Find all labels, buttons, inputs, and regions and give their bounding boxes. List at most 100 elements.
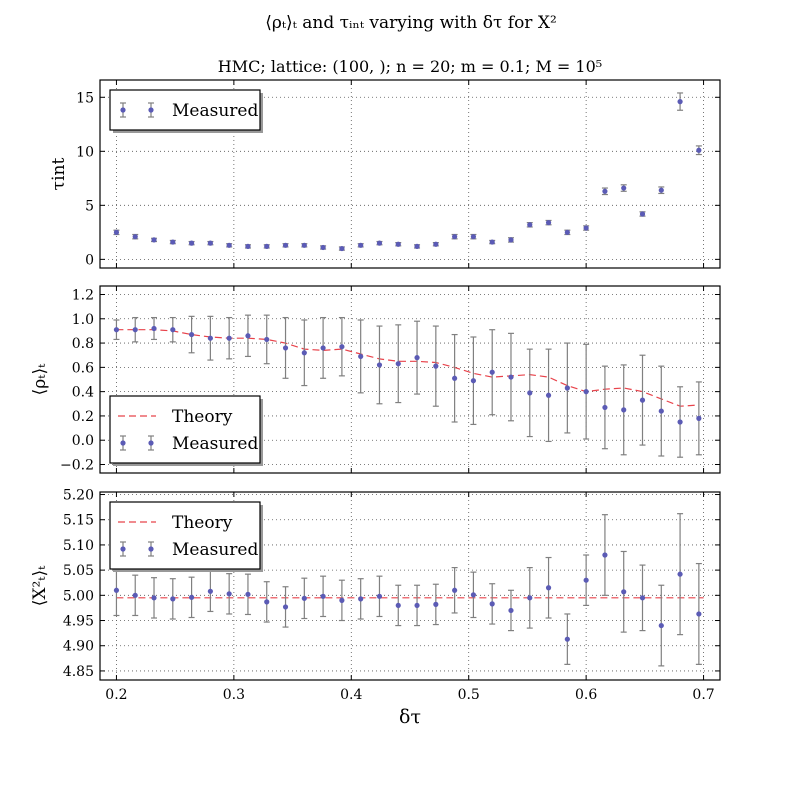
y-tick-label: 5 xyxy=(85,198,94,214)
data-point xyxy=(188,594,195,600)
legend-label: Measured xyxy=(172,101,258,121)
x-tick-label: 0.2 xyxy=(105,687,127,703)
y-axis-label: ⟨ρₜ⟩ₜ xyxy=(30,363,50,395)
data-point xyxy=(226,242,232,248)
data-point xyxy=(132,327,138,333)
y-tick-label: 4.95 xyxy=(63,614,94,630)
x-tick-label: 0.5 xyxy=(458,687,480,703)
data-point xyxy=(113,327,120,333)
data-point xyxy=(245,243,251,249)
data-point xyxy=(282,604,289,610)
data-point xyxy=(245,333,251,339)
data-point xyxy=(489,239,495,245)
y-tick-label: 15 xyxy=(76,90,94,106)
data-point xyxy=(170,327,176,333)
data-point xyxy=(602,552,608,558)
data-point xyxy=(151,325,157,332)
data-point xyxy=(339,245,345,252)
legend-measured-swatch-left-dot xyxy=(120,546,126,552)
data-point xyxy=(282,242,289,248)
data-point xyxy=(132,592,138,598)
legend-label: Theory xyxy=(172,407,233,427)
data-point xyxy=(489,369,495,375)
data-point xyxy=(452,234,458,240)
data-point xyxy=(320,593,326,599)
panel-tau_int: 0 5 10 15 τint Measured xyxy=(49,79,721,269)
data-point xyxy=(583,577,589,583)
data-point xyxy=(170,596,176,602)
data-point xyxy=(433,601,439,607)
y-tick-label: 0 xyxy=(85,252,94,268)
data-point xyxy=(583,225,589,231)
x-tick-label: 0.3 xyxy=(223,687,245,703)
data-point xyxy=(301,242,307,248)
y-tick-label: 1.2 xyxy=(72,288,94,304)
data-point xyxy=(320,345,326,351)
data-point xyxy=(414,355,420,361)
data-point xyxy=(696,147,702,153)
x-tick-label: 0.4 xyxy=(340,687,362,703)
data-point xyxy=(339,597,345,603)
data-point xyxy=(358,353,364,360)
data-point xyxy=(508,374,514,380)
legend: Theory Measured xyxy=(109,395,263,466)
data-point xyxy=(301,350,307,356)
data-point xyxy=(489,601,495,607)
x-tick-label: 0.6 xyxy=(575,687,597,703)
data-point xyxy=(508,607,514,614)
data-point xyxy=(545,585,552,591)
legend: Measured xyxy=(109,89,263,133)
data-point xyxy=(639,397,646,403)
data-point xyxy=(113,587,120,593)
data-point xyxy=(621,589,627,595)
data-point xyxy=(414,602,420,609)
y-tick-label: 5.00 xyxy=(63,588,94,604)
y-axis-label: ⟨X²ₜ⟩ₜ xyxy=(30,565,50,606)
figure-subtitle: HMC; lattice: (100, ); n = 20; m = 0.1; … xyxy=(218,57,602,76)
data-point xyxy=(527,222,533,228)
data-point xyxy=(207,588,213,594)
data-point xyxy=(376,593,383,599)
panel-rho_t: −0.2 0.0 0.2 0.4 0.6 0.8 1.0 1.2 ⟨ρₜ⟩ₜ Theory Meas… xyxy=(30,285,721,474)
axes-frame xyxy=(99,285,721,474)
data-point xyxy=(658,408,664,414)
data-point xyxy=(677,99,683,105)
data-point xyxy=(470,378,477,384)
y-tick-label: 4.90 xyxy=(63,639,94,655)
y-tick-label: 4.85 xyxy=(63,664,94,680)
y-axis-label: τint xyxy=(49,158,69,191)
y-tick-label: 0.6 xyxy=(72,360,94,376)
data-point xyxy=(433,241,439,247)
y-tick-label: 5.10 xyxy=(63,538,94,554)
data-point xyxy=(527,390,533,396)
data-point xyxy=(564,636,570,642)
legend-measured-swatch-left-dot xyxy=(120,440,126,446)
data-point xyxy=(583,389,589,395)
data-point xyxy=(677,419,683,425)
data-point xyxy=(452,587,458,593)
data-point xyxy=(414,243,420,249)
x-tick-label: 0.7 xyxy=(692,687,714,703)
data-point xyxy=(264,599,270,605)
data-point xyxy=(207,335,213,341)
axes-frame xyxy=(99,491,721,681)
data-point xyxy=(170,239,176,245)
y-tick-label: 5.20 xyxy=(63,488,94,504)
legend-label: Measured xyxy=(172,434,258,454)
y-tick-label: 0.0 xyxy=(72,433,94,449)
data-point xyxy=(301,595,307,601)
legend-label: Measured xyxy=(172,540,258,560)
figure-title: ⟨ρₜ⟩ₜ and τᵢₙₜ varying with δτ for X² xyxy=(265,13,557,33)
data-point xyxy=(696,415,702,421)
y-tick-label: 0.4 xyxy=(72,385,94,401)
panel-x2: 0.2 0.3 0.4 0.5 0.6 0.7 4.85 4.90 4.95 5.00 5.05 5.… xyxy=(30,488,721,703)
data-point xyxy=(545,392,552,398)
data-point xyxy=(264,243,270,249)
data-point xyxy=(376,240,383,246)
y-tick-label: 1.0 xyxy=(72,312,94,328)
data-point xyxy=(282,345,289,351)
data-point xyxy=(658,622,664,629)
data-point xyxy=(452,375,458,381)
panels: 0 5 10 15 τint Measured −0.2 0.0 0.2 0.4 0.6 0.8 1.0… xyxy=(30,79,721,703)
